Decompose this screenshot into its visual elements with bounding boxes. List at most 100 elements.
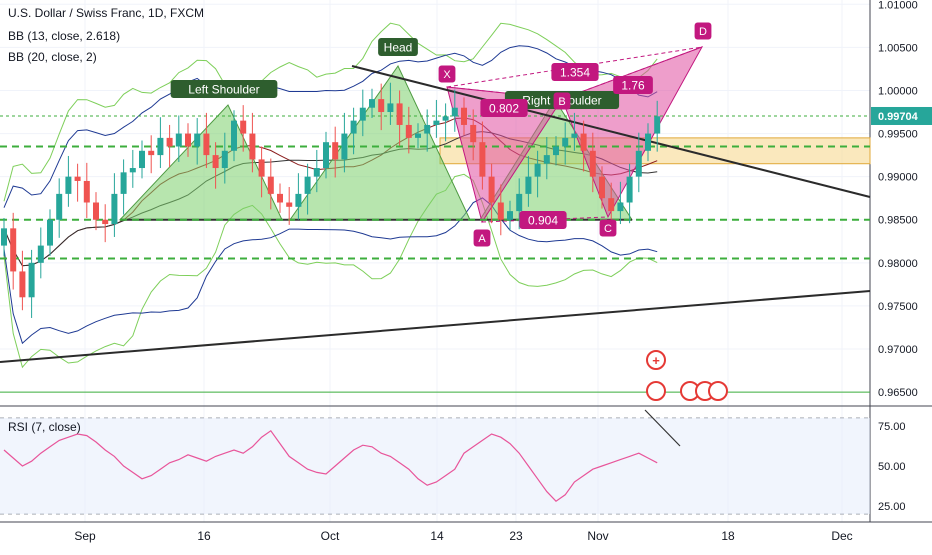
candle-body (599, 176, 605, 199)
candle-body (645, 133, 651, 151)
price-tick-label: 1.00500 (878, 42, 918, 54)
head-label-bg (378, 38, 418, 56)
candle-body (203, 133, 210, 156)
bb2-lower (3, 197, 658, 345)
price-tick-label: 0.97000 (878, 344, 918, 356)
candle-body (83, 180, 90, 203)
price-tick-label: 1.01000 (878, 0, 918, 11)
candle-body (525, 176, 532, 194)
candle-body (111, 193, 118, 225)
horizontal-levels (0, 115, 870, 393)
candle-body (608, 198, 615, 212)
economic-events[interactable]: + (646, 350, 728, 401)
price-tick-label: 0.97500 (878, 301, 918, 313)
bb1-legend[interactable]: BB (13, close, 2.618) (8, 29, 121, 43)
candle-body (332, 142, 339, 160)
ratio-176-bg (613, 76, 653, 94)
candle-body (231, 120, 237, 151)
candle-body (580, 133, 587, 151)
candle-body (534, 163, 541, 177)
ratio-0904-bg (519, 211, 567, 229)
candle-body (635, 150, 642, 177)
candle-body (28, 262, 35, 298)
bollinger-bands (3, 22, 658, 369)
point-c-label-bg (599, 219, 617, 237)
candle-body (571, 133, 578, 138)
ratio-1354-bg (551, 63, 599, 81)
head-label: Head (384, 40, 413, 54)
candle-body (157, 137, 164, 156)
harmonic-xb (446, 86, 563, 100)
candle-body (626, 176, 633, 203)
candle-body (479, 142, 486, 177)
bb2-legend[interactable]: BB (20, close, 2) (8, 50, 97, 64)
candle-body (497, 202, 504, 220)
candle-body (56, 193, 63, 220)
candle-body (249, 133, 256, 160)
left-shoulder-label-bg (170, 80, 278, 98)
rsi-tick-label: 25.00 (878, 501, 906, 513)
point-b-label-bg (553, 92, 571, 110)
candle-body (129, 168, 136, 173)
candle-body (387, 103, 394, 113)
candle-body (442, 116, 449, 121)
rsi-tick-label: 50.00 (878, 461, 906, 473)
candle-body (323, 142, 329, 169)
time-tick-label: Dec (831, 529, 852, 543)
last-price-tag (871, 106, 932, 125)
candle-body (562, 137, 569, 147)
point-a-label: A (478, 233, 486, 245)
candle-body (93, 202, 99, 220)
candle-body (369, 99, 375, 108)
rsi-tick-label: 75.00 (878, 421, 906, 433)
candle-body (258, 159, 265, 177)
time-tick-label: 18 (721, 529, 735, 543)
candle-body (185, 133, 191, 147)
candle-body (120, 172, 127, 194)
us-flag-icon (646, 381, 666, 401)
candle-body (194, 133, 201, 147)
candle-body (378, 99, 385, 113)
price-tick-label: 0.99500 (878, 129, 918, 141)
ratio-0802-bg (480, 99, 528, 117)
candle-body (148, 150, 155, 156)
last-price-label: 0.99704 (878, 111, 919, 123)
time-tick-label: 14 (430, 529, 444, 543)
time-tick-label: 16 (197, 529, 211, 543)
candle-body (396, 103, 403, 125)
price-tick-label: 1.00000 (878, 85, 918, 97)
candle-body (10, 228, 17, 272)
candle-body (553, 146, 559, 156)
trend-lines[interactable] (0, 65, 871, 363)
ratio-0802: 0.802 (489, 101, 519, 115)
bb2-upper (3, 45, 658, 208)
candle-body (102, 219, 109, 225)
candle-body (277, 193, 283, 203)
candle-body (488, 176, 495, 203)
candle-body (212, 155, 219, 169)
ratio-1354: 1.354 (560, 65, 590, 79)
candle-body (516, 193, 523, 212)
point-x-label-bg (438, 65, 456, 83)
candle-body (65, 176, 72, 194)
rsi-legend[interactable]: RSI (7, close) (8, 420, 81, 434)
candle-body (47, 219, 53, 246)
candlesticks (1, 82, 661, 318)
candle-body (589, 150, 596, 177)
us-flag-icon (708, 381, 728, 401)
candle-body (295, 193, 302, 207)
candle-body (341, 133, 348, 160)
candle-body (461, 107, 467, 125)
price-tick-label: 0.99000 (878, 172, 918, 184)
candle-body (240, 120, 247, 134)
candle-body (433, 120, 440, 125)
rsi-divergence-line (644, 409, 681, 447)
swiss-cross-icon: + (652, 353, 660, 368)
point-x-label: X (443, 69, 451, 81)
ratio-176: 1.76 (621, 78, 645, 92)
symbol-legend[interactable]: U.S. Dollar / Swiss Franc, 1D, FXCM (8, 6, 205, 20)
point-d-label: D (699, 26, 707, 38)
